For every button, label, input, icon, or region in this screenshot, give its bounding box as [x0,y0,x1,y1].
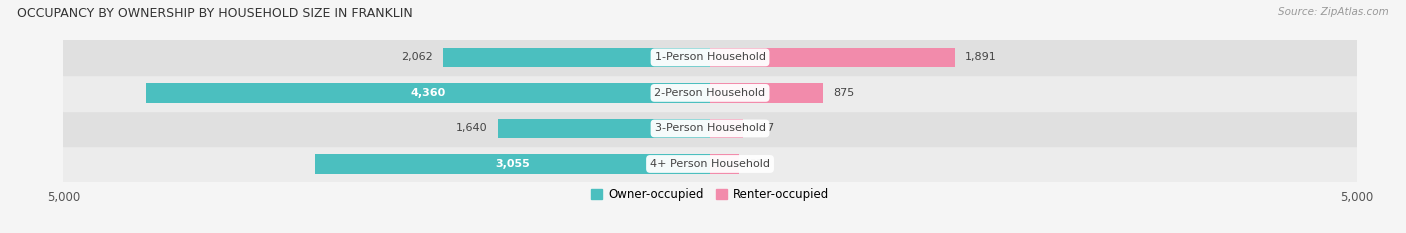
Text: OCCUPANCY BY OWNERSHIP BY HOUSEHOLD SIZE IN FRANKLIN: OCCUPANCY BY OWNERSHIP BY HOUSEHOLD SIZE… [17,7,412,20]
Text: 2-Person Household: 2-Person Household [654,88,766,98]
Bar [63,40,1357,75]
Text: 257: 257 [754,123,775,134]
Bar [315,154,710,174]
Text: 3,055: 3,055 [495,159,530,169]
Text: 4+ Person Household: 4+ Person Household [650,159,770,169]
Bar [710,119,744,138]
Bar [443,48,710,67]
Text: 3-Person Household: 3-Person Household [655,123,765,134]
Text: 2,062: 2,062 [401,52,433,62]
Bar [63,75,1357,111]
Text: 223: 223 [749,159,770,169]
Bar [498,119,710,138]
Text: 1,640: 1,640 [456,123,488,134]
Text: 875: 875 [834,88,855,98]
Bar [63,111,1357,146]
Bar [710,154,740,174]
Bar [710,83,824,103]
Bar [63,146,1357,182]
Bar [146,83,710,103]
Text: 4,360: 4,360 [411,88,446,98]
Text: 1-Person Household: 1-Person Household [655,52,765,62]
Legend: Owner-occupied, Renter-occupied: Owner-occupied, Renter-occupied [591,188,830,201]
Text: 1,891: 1,891 [965,52,997,62]
Text: Source: ZipAtlas.com: Source: ZipAtlas.com [1278,7,1389,17]
Bar [710,48,955,67]
